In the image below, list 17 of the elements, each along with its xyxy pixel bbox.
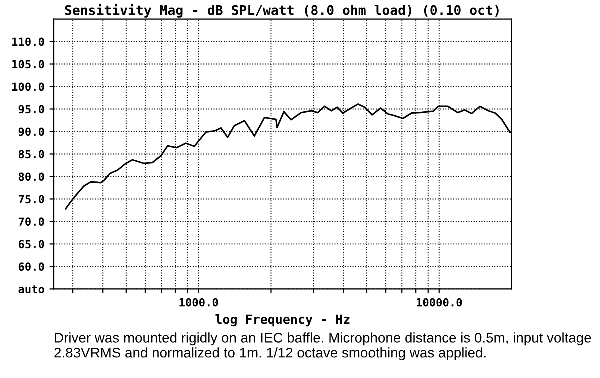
y-tick-label: 110.0 (12, 38, 44, 46)
x-tick-label: 10000.0 (416, 298, 462, 307)
text: Driver was mounted rigidly on an IEC baffle. Microphone distance is 0.5m, input voltage 2.83VRMS and normalized to 1m. 1/12 octave smoothing was applied. (54, 332, 592, 361)
x-tick-label: 1000.0 (180, 298, 218, 307)
y-tick-label: 95.0 (18, 105, 44, 114)
x-axis-title: log Frequency - Hz (216, 314, 350, 327)
y-tick-label: 90.0 (18, 128, 44, 136)
y-tick-label: 75.0 (18, 195, 44, 204)
y-tick-label: 70.0 (18, 218, 44, 226)
y-tick-label: 105.0 (12, 60, 44, 69)
y-tick-label: 65.0 (18, 240, 44, 249)
y-tick-label: 85.0 (18, 150, 44, 159)
chart-title: Sensitivity Mag - dB SPL/watt (8.0 ohm load) (0.10 oct) (65, 4, 499, 18)
y-tick-label: 80.0 (18, 172, 44, 182)
y-tick-label: 60.0 (18, 262, 44, 272)
y-tick-label: 100.0 (12, 82, 44, 92)
y-tick-label: auto (18, 286, 44, 294)
